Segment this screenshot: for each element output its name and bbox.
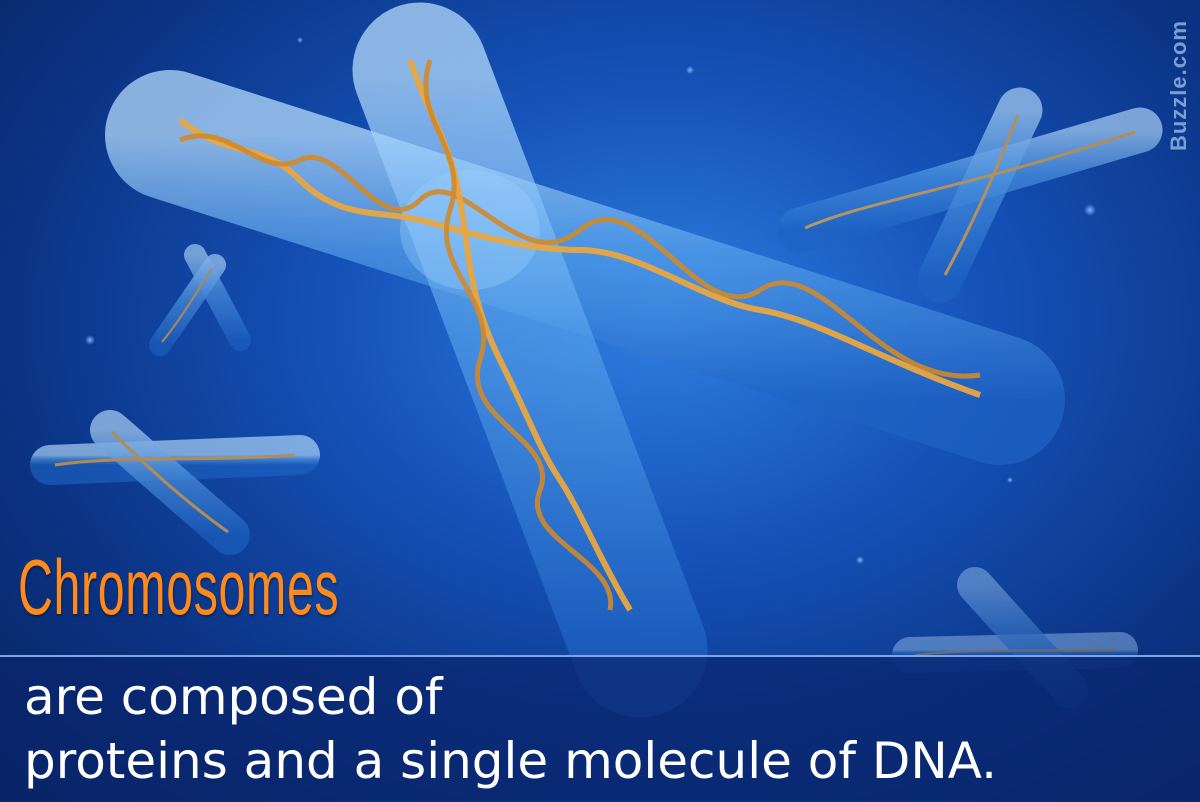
caption-line-1: are composed of <box>24 668 443 726</box>
caption-line-2: proteins and a single molecule of DNA. <box>24 732 997 790</box>
watermark-logo: Buzzle.com <box>1166 20 1191 152</box>
main-chromosome <box>105 2 1065 718</box>
small-left-chromosome <box>149 244 251 356</box>
bokeh-particles <box>85 37 1096 564</box>
upper-right-chromosome <box>777 87 1163 303</box>
lower-left-chromosome <box>30 410 320 555</box>
caption-band <box>0 655 1200 802</box>
headline: Chromosomes <box>18 543 340 631</box>
